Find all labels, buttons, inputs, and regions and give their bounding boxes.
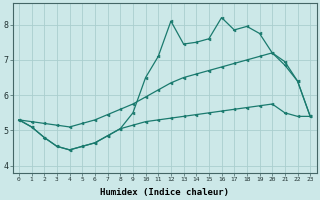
X-axis label: Humidex (Indice chaleur): Humidex (Indice chaleur): [100, 188, 229, 197]
